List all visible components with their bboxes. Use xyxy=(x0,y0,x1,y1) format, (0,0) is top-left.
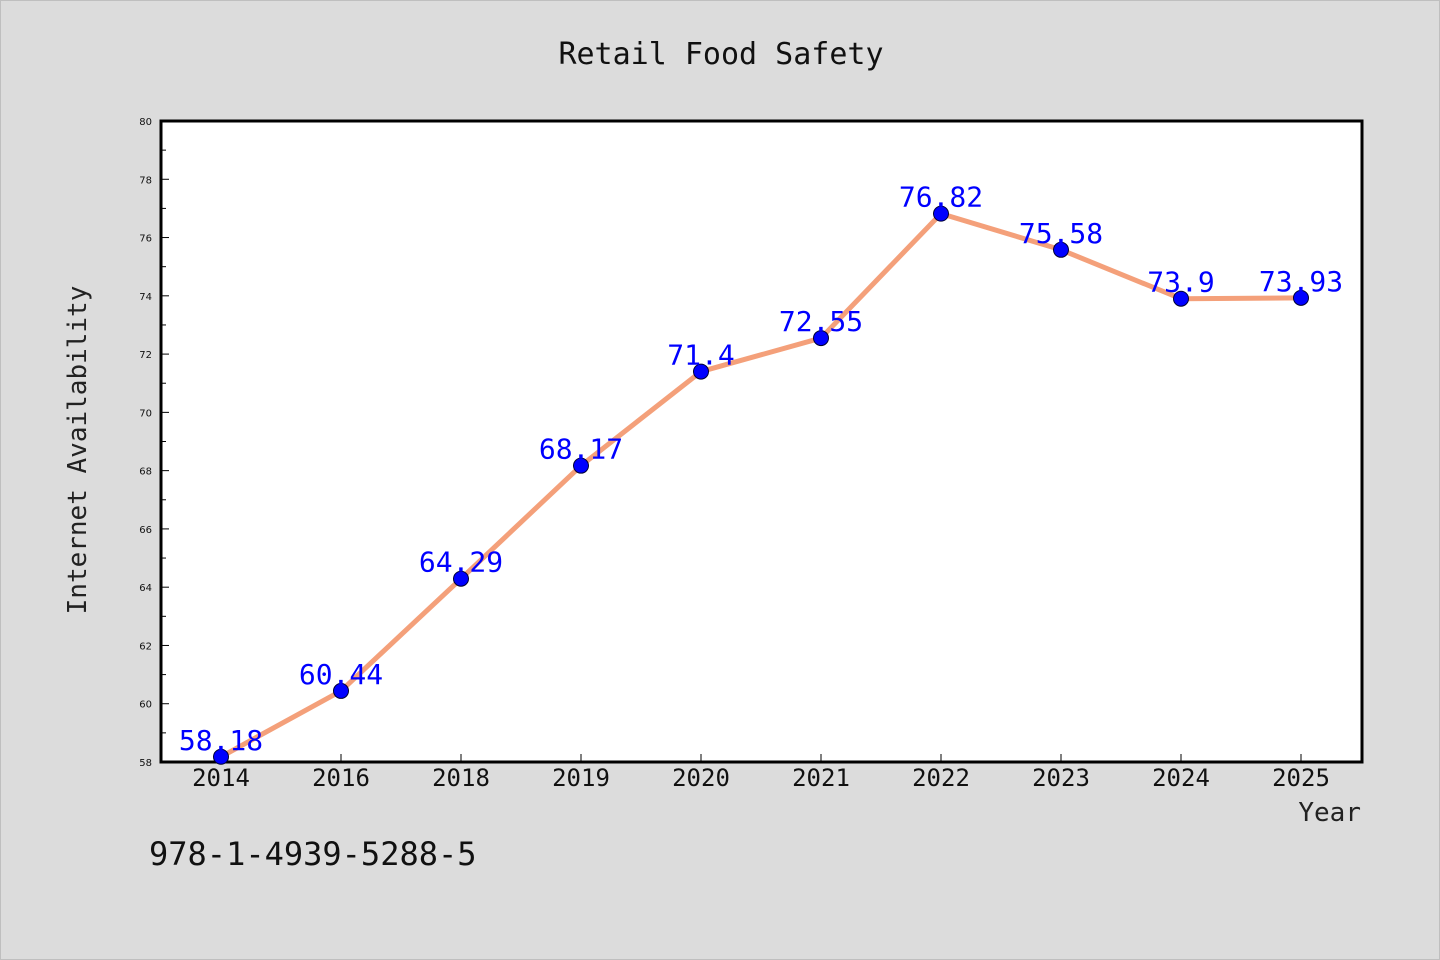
y-tick-label: 66 xyxy=(139,525,152,536)
y-tick-label: 64 xyxy=(139,583,152,594)
x-tick-label: 2019 xyxy=(552,764,610,792)
x-tick-label: 2018 xyxy=(432,764,490,792)
x-tick-label: 2022 xyxy=(912,764,970,792)
x-tick-label: 2023 xyxy=(1032,764,1090,792)
chart-title: Retail Food Safety xyxy=(558,37,883,72)
data-label: 75.58 xyxy=(1019,217,1103,250)
x-tick-label: 2014 xyxy=(192,764,250,792)
data-label: 72.55 xyxy=(779,305,863,338)
data-point xyxy=(693,363,709,380)
y-tick-label: 80 xyxy=(139,117,152,128)
data-label: 68.17 xyxy=(539,433,623,466)
data-label: 76.82 xyxy=(899,181,983,214)
x-tick-label: 2024 xyxy=(1152,764,1210,792)
data-label: 64.29 xyxy=(419,546,503,579)
data-point xyxy=(933,205,949,222)
x-tick-label: 2025 xyxy=(1272,764,1330,792)
y-tick-label: 72 xyxy=(139,350,152,361)
data-label: 60.44 xyxy=(299,658,383,691)
data-point xyxy=(213,748,229,765)
data-point xyxy=(573,457,589,474)
x-tick-label: 2020 xyxy=(672,764,730,792)
x-tick-label: 2016 xyxy=(312,764,370,792)
x-axis-label: Year xyxy=(1298,798,1361,828)
footnote-isbn: 978-1-4939-5288-5 xyxy=(149,835,477,873)
y-tick-label: 70 xyxy=(139,408,152,419)
y-tick-label: 76 xyxy=(139,234,152,245)
x-tick-label: 2021 xyxy=(792,764,850,792)
y-axis: 58 60 62 64 66 68 70 72 74 76 78 80 xyxy=(139,117,169,769)
series-layer: 58.18 60.44 64.29 68.17 71.4 72.55 76.82 75.58 7… xyxy=(179,181,1343,765)
series-line xyxy=(218,211,1304,760)
y-tick-label: 62 xyxy=(139,641,152,652)
plot-area xyxy=(159,119,1364,764)
data-label: 58.18 xyxy=(179,724,263,757)
data-label: 71.4 xyxy=(667,339,734,372)
data-point xyxy=(1293,289,1309,306)
data-point xyxy=(333,682,349,699)
y-axis-label: Internet Availability xyxy=(63,286,93,615)
y-tick-label: 60 xyxy=(139,700,152,711)
x-axis: 2014 2016 2018 2019 2020 2021 2022 2023 2024 2025 xyxy=(192,754,1330,792)
y-tick-label: 74 xyxy=(139,292,152,303)
data-label: 73.9 xyxy=(1147,266,1214,299)
y-tick-label: 78 xyxy=(139,175,152,186)
data-point xyxy=(813,330,829,347)
data-label: 73.93 xyxy=(1259,265,1343,298)
data-point xyxy=(1053,241,1069,258)
data-point xyxy=(453,570,469,587)
data-point xyxy=(1173,290,1189,307)
y-tick-label: 58 xyxy=(139,758,152,769)
y-tick-label: 68 xyxy=(139,467,152,478)
